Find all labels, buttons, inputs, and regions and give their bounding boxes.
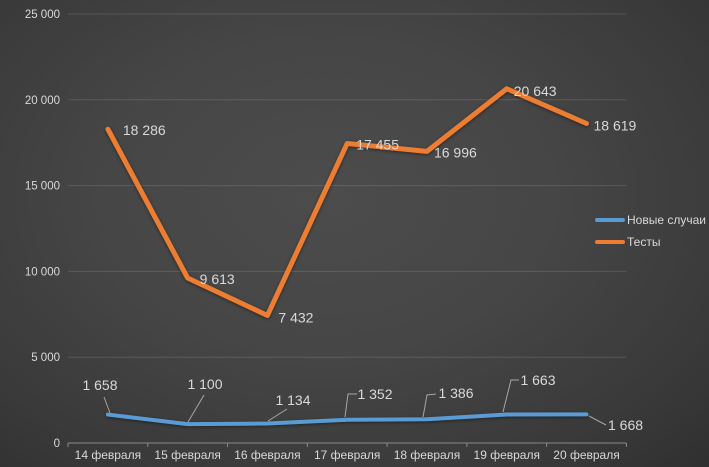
- y-axis-tick-label: 5 000: [31, 352, 60, 364]
- data-label-new-cases: 1 663: [520, 372, 555, 388]
- data-label-tests: 18 286: [123, 122, 166, 138]
- data-label-tests: 7 432: [278, 309, 313, 325]
- x-axis-category-label: 15 февраля: [154, 448, 220, 462]
- legend-label-tests: Тесты: [627, 234, 661, 249]
- data-label-new-cases: 1 100: [187, 376, 222, 392]
- x-axis-category-label: 14 февраля: [75, 448, 141, 462]
- data-label-tests: 9 613: [200, 271, 235, 287]
- data-label-tests: 16 996: [434, 144, 477, 160]
- legend-label-new-cases: Новые случаи: [627, 212, 706, 227]
- data-label-tests: 18 619: [594, 117, 637, 133]
- data-label-new-cases: 1 134: [275, 392, 310, 408]
- x-axis-category-label: 18 февраля: [394, 448, 460, 462]
- x-axis-category-label: 20 февраля: [553, 448, 619, 462]
- data-label-leader-line: [422, 393, 437, 418]
- series-line-tests[interactable]: [105, 86, 590, 318]
- y-axis-tick-label: 20 000: [25, 95, 60, 107]
- legend-swatch-new-cases-icon: [595, 217, 625, 222]
- y-axis-tick-label: 15 000: [25, 181, 60, 193]
- data-label-leader-line: [344, 393, 357, 418]
- x-axis-category-label: 17 февраля: [314, 448, 380, 462]
- data-label-leader-line: [103, 396, 111, 414]
- data-label-tests: 20 643: [514, 83, 557, 99]
- legend: Новые случаи Тесты: [595, 212, 706, 249]
- data-label-tests: 17 455: [356, 136, 399, 152]
- data-label-leader-line: [267, 408, 288, 422]
- data-label-new-cases: 1 386: [438, 385, 473, 401]
- y-axis-tick-label: 0: [54, 438, 60, 450]
- legend-swatch-tests-icon: [595, 239, 625, 244]
- x-axis-category-label: 16 февраля: [234, 448, 300, 462]
- y-axis-tick-label: 10 000: [25, 266, 60, 278]
- series-line-new-cases[interactable]: [105, 412, 589, 427]
- data-label-new-cases: 1 658: [82, 377, 117, 393]
- data-label-new-cases: 1 668: [608, 417, 643, 433]
- x-axis-category-label: 19 февраля: [474, 448, 540, 462]
- legend-item-new-cases[interactable]: Новые случаи: [595, 212, 706, 227]
- data-label-new-cases: 1 352: [357, 386, 392, 402]
- legend-item-tests[interactable]: Тесты: [595, 234, 706, 249]
- y-axis-tick-label: 25 000: [25, 9, 60, 21]
- data-label-leader-line: [187, 394, 205, 423]
- data-label-leader-line: [588, 415, 607, 426]
- data-label-leader-line: [502, 379, 519, 413]
